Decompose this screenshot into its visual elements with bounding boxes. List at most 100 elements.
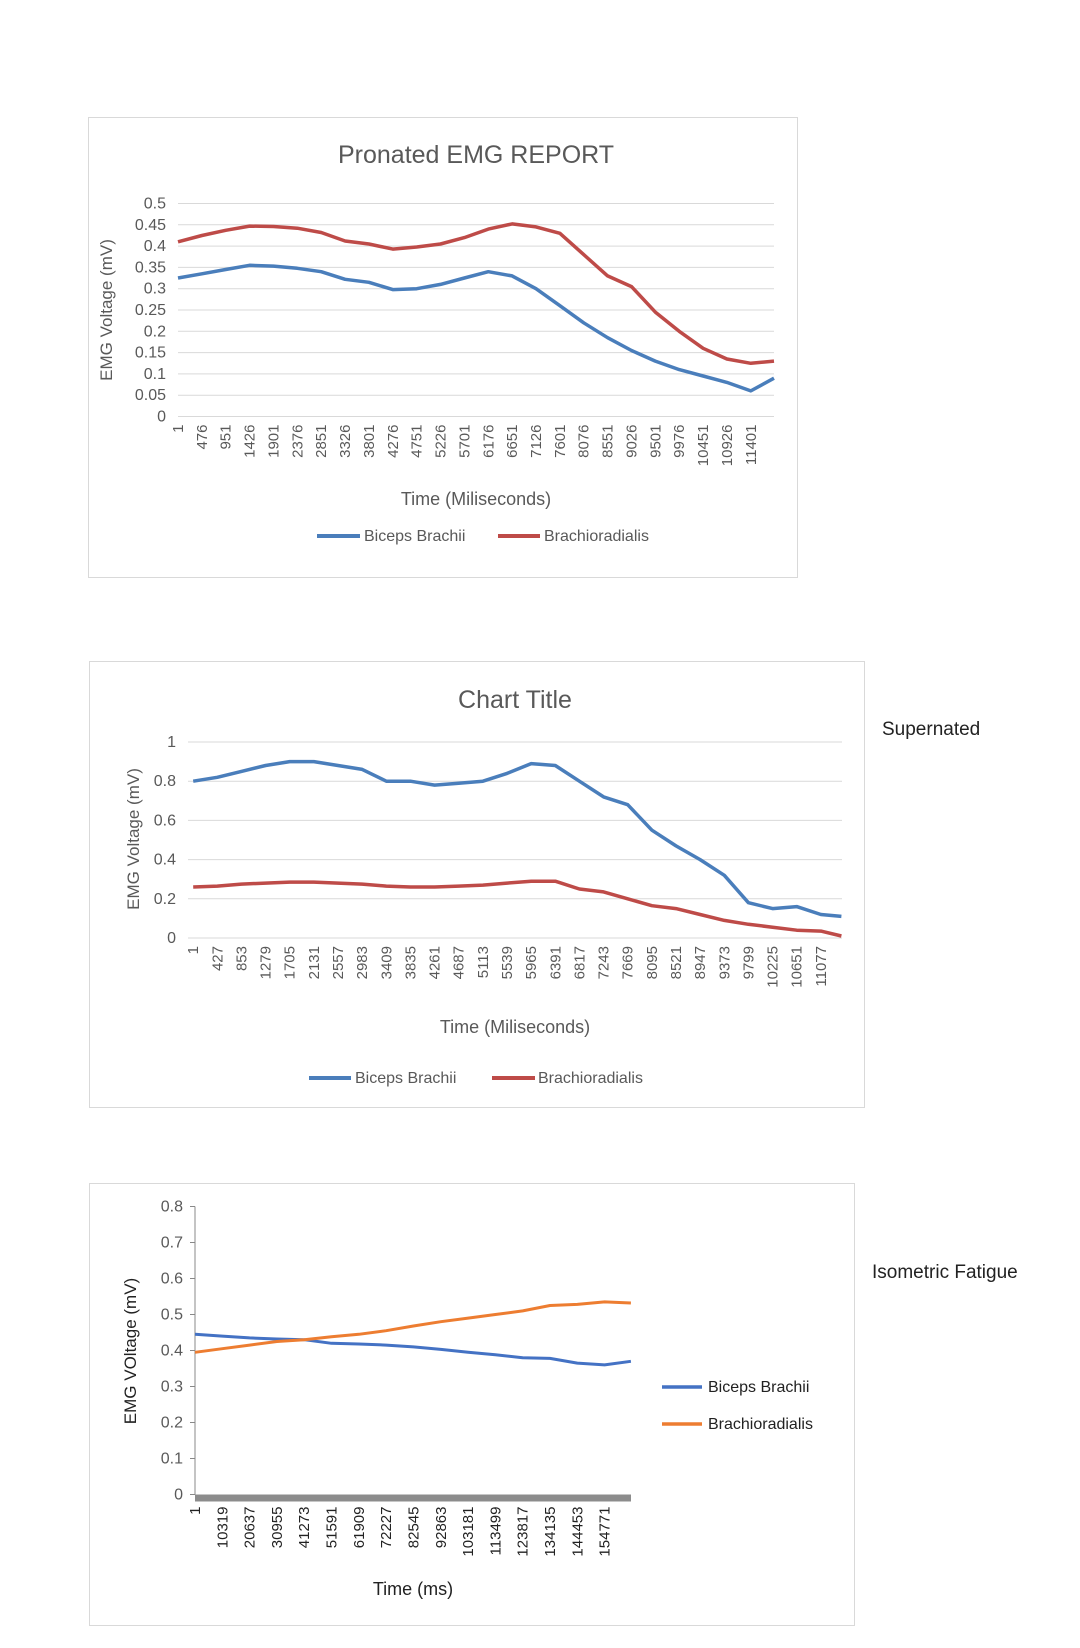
y-tick-label: 0.8 xyxy=(154,773,176,790)
x-tick-label: 7243 xyxy=(596,946,613,979)
x-tick-label: 2851 xyxy=(313,425,330,458)
y-axis-title: EMG Voltage (mV) xyxy=(97,239,116,381)
x-tick-label: 9373 xyxy=(716,946,733,979)
y-axis-title: EMG Voltage (mV) xyxy=(124,768,143,910)
legend-label: Brachioradialis xyxy=(708,1416,813,1433)
x-tick-label: 853 xyxy=(233,946,250,971)
x-tick-label: 7601 xyxy=(552,425,569,458)
x-tick-label: 5113 xyxy=(475,946,492,978)
y-tick-label: 0.6 xyxy=(161,1271,183,1288)
isometric-fatigue-label: Isometric Fatigue xyxy=(872,1262,1018,1283)
legend-label: Biceps Brachii xyxy=(355,1070,456,1087)
y-tick-label: 0.1 xyxy=(144,366,166,383)
x-tick-label: 1 xyxy=(170,425,187,433)
x-tick-label: 7126 xyxy=(528,425,545,458)
x-axis-title: Time (Miliseconds) xyxy=(401,489,551,509)
x-tick-label: 4276 xyxy=(385,425,402,458)
x-tick-label: 1 xyxy=(185,946,202,954)
x-tick-label: 6176 xyxy=(480,425,497,458)
x-tick-label: 9501 xyxy=(647,425,664,458)
x-tick-label: 113499 xyxy=(487,1507,504,1556)
x-tick-label: 427 xyxy=(209,946,226,971)
x-tick-label: 10651 xyxy=(789,946,806,988)
x-tick-label: 3801 xyxy=(361,425,378,458)
x-tick-label: 5539 xyxy=(499,946,516,979)
x-tick-label: 92863 xyxy=(433,1507,450,1549)
y-tick-label: 0.4 xyxy=(161,1343,183,1360)
x-tick-label: 6651 xyxy=(504,425,521,458)
x-tick-label: 5226 xyxy=(433,425,450,458)
x-tick-label: 10451 xyxy=(695,425,712,467)
chart-title: Pronated EMG REPORT xyxy=(338,141,614,169)
x-axis xyxy=(195,1494,631,1502)
series-line-brachioradialis xyxy=(194,1300,631,1354)
x-tick-label: 11077 xyxy=(813,946,830,987)
x-tick-label: 9799 xyxy=(740,946,757,979)
x-tick-label: 41273 xyxy=(296,1507,313,1549)
x-tick-label: 3835 xyxy=(402,946,419,979)
y-tick-label: 0 xyxy=(167,930,176,947)
y-tick-label: 0.7 xyxy=(161,1235,183,1252)
y-tick-label: 0 xyxy=(174,1487,183,1504)
legend-label: Brachioradialis xyxy=(544,528,649,545)
x-tick-label: 1901 xyxy=(265,425,282,458)
y-tick-label: 0.6 xyxy=(154,812,176,829)
x-axis-title: Time (ms) xyxy=(373,1579,453,1599)
y-tick-label: 0.2 xyxy=(154,891,176,908)
x-tick-label: 1705 xyxy=(282,946,299,979)
series-line-brachioradialis xyxy=(177,222,775,366)
x-tick-label: 20637 xyxy=(242,1507,259,1549)
x-tick-label: 103181 xyxy=(460,1507,477,1557)
x-tick-label: 6817 xyxy=(571,946,588,979)
x-tick-label: 7669 xyxy=(620,946,637,979)
x-tick-label: 8095 xyxy=(644,946,661,979)
series-line-biceps-brachii xyxy=(177,263,775,393)
x-tick-label: 82545 xyxy=(405,1507,422,1549)
y-tick-label: 0.25 xyxy=(135,302,166,319)
y-tick-label: 0.15 xyxy=(135,345,166,362)
y-tick-label: 0.5 xyxy=(144,196,166,213)
x-tick-label: 154771 xyxy=(597,1507,614,1557)
x-tick-label: 5701 xyxy=(456,425,473,458)
x-tick-label: 2983 xyxy=(354,946,371,979)
y-tick-label: 0.2 xyxy=(144,323,166,340)
x-tick-label: 51591 xyxy=(324,1507,341,1549)
x-tick-label: 123817 xyxy=(515,1507,532,1557)
x-tick-label: 3409 xyxy=(378,946,395,979)
x-tick-label: 2557 xyxy=(330,946,347,979)
series-line-biceps-brachii xyxy=(192,759,842,919)
x-tick-label: 1 xyxy=(187,1507,204,1515)
x-tick-label: 61909 xyxy=(351,1507,368,1549)
supernated-label: Supernated xyxy=(882,719,981,740)
y-tick-label: 0.1 xyxy=(161,1451,183,1468)
y-tick-label: 0 xyxy=(157,409,166,426)
y-tick-label: 1 xyxy=(167,734,176,751)
x-tick-label: 11401 xyxy=(743,425,760,466)
x-tick-label: 8947 xyxy=(692,946,709,979)
chart-title: Chart Title xyxy=(458,686,572,714)
y-tick-label: 0.3 xyxy=(161,1379,183,1396)
y-tick-label: 0.5 xyxy=(161,1307,183,1324)
x-tick-label: 476 xyxy=(194,425,211,450)
x-tick-label: 144453 xyxy=(569,1507,586,1557)
x-tick-label: 134135 xyxy=(542,1507,559,1557)
x-tick-label: 10926 xyxy=(719,425,736,467)
x-tick-label: 951 xyxy=(218,425,235,450)
x-tick-label: 2376 xyxy=(289,425,306,458)
x-tick-label: 3326 xyxy=(337,425,354,458)
y-tick-label: 0.4 xyxy=(144,238,166,255)
legend-label: Brachioradialis xyxy=(538,1070,643,1087)
x-tick-label: 10319 xyxy=(214,1507,231,1549)
y-tick-label: 0.8 xyxy=(161,1199,183,1216)
x-tick-label: 1279 xyxy=(258,946,275,979)
x-tick-label: 30955 xyxy=(269,1507,286,1549)
x-tick-label: 9976 xyxy=(671,425,688,458)
x-tick-label: 1426 xyxy=(242,425,259,458)
legend-label: Biceps Brachii xyxy=(708,1379,809,1396)
y-tick-label: 0.4 xyxy=(154,852,176,869)
series-line-brachioradialis xyxy=(193,879,842,938)
y-tick-label: 0.35 xyxy=(135,259,166,276)
x-tick-label: 6391 xyxy=(547,946,564,979)
series-line-biceps-brachii xyxy=(194,1332,632,1367)
x-tick-label: 8551 xyxy=(600,425,617,458)
